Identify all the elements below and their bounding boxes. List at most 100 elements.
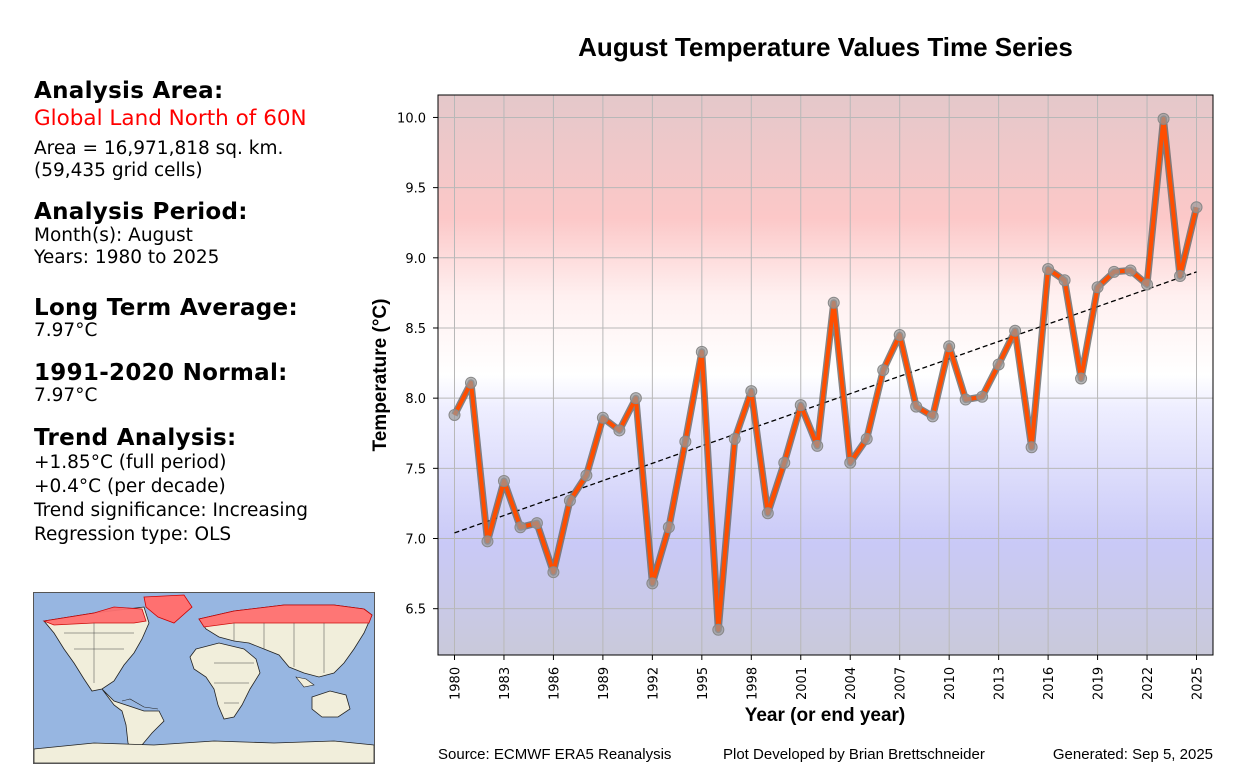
plot-frame	[437, 94, 1214, 656]
period-heading: Analysis Period:	[34, 199, 248, 225]
grid-cells: (59,435 grid cells)	[34, 160, 203, 181]
data-point	[926, 410, 939, 423]
data-point	[1025, 441, 1038, 454]
lta-value: 7.97°C	[34, 320, 98, 341]
data-point	[844, 456, 857, 469]
region-map	[33, 592, 375, 764]
normal-heading: 1991-2020 Normal:	[34, 360, 288, 386]
data-point	[761, 507, 774, 520]
x-tick-label: 2010	[943, 667, 958, 700]
data-point	[959, 393, 972, 406]
x-tick-label: 1992	[646, 667, 661, 700]
y-tick-label: 9.5	[405, 182, 426, 197]
data-point	[679, 435, 692, 448]
area-name: Global Land North of 60N	[34, 106, 307, 131]
area-heading: Analysis Area:	[34, 78, 224, 104]
data-point	[613, 424, 626, 437]
data-point	[497, 474, 510, 487]
data-point	[1058, 274, 1071, 287]
data-point	[1108, 265, 1121, 278]
data-point	[1009, 324, 1022, 337]
data-point	[943, 340, 956, 353]
data-point	[646, 577, 659, 590]
data-point	[580, 469, 593, 482]
y-axis-label: Temperature (°C)	[370, 299, 391, 452]
x-tick-label: 1998	[745, 667, 760, 700]
data-point	[1042, 263, 1055, 276]
data-point	[827, 296, 840, 309]
data-point	[530, 517, 543, 530]
data-point	[1174, 270, 1187, 283]
data-point	[794, 399, 807, 412]
x-tick-label: 2004	[844, 667, 859, 700]
data-point	[481, 535, 494, 548]
x-tick-label: 2001	[795, 667, 810, 700]
trend-decade: +0.4°C (per decade)	[34, 476, 226, 497]
x-tick-label: 2022	[1141, 667, 1156, 700]
data-point	[860, 432, 873, 445]
data-point	[877, 364, 890, 377]
footer-credit: Plot Developed by Brian Brettschneider	[723, 746, 985, 763]
data-point	[1075, 372, 1088, 385]
data-point	[448, 409, 461, 421]
x-tick-label: 2016	[1042, 667, 1057, 700]
y-axis: 6.5 7.0 7.5 8.0 8.5 9.0 9.5 10.0	[397, 111, 438, 618]
x-tick-label: 1980	[448, 667, 463, 700]
data-point	[811, 439, 824, 452]
series-group	[448, 112, 1203, 636]
data-point	[695, 345, 708, 358]
data-point	[893, 329, 906, 341]
y-tick-label: 10.0	[397, 111, 426, 126]
data-point	[778, 456, 791, 469]
data-point	[563, 494, 576, 507]
data-point	[712, 623, 725, 636]
y-tick-label: 8.0	[405, 392, 426, 407]
y-tick-label: 8.5	[405, 322, 426, 337]
data-point	[728, 432, 741, 445]
lta-heading: Long Term Average:	[34, 295, 298, 321]
y-tick-label: 9.0	[405, 252, 426, 267]
area-size: Area = 16,971,818 sq. km.	[34, 138, 284, 159]
trend-full: +1.85°C (full period)	[34, 452, 227, 473]
chart-title: August Temperature Values Time Series	[578, 32, 1073, 62]
trend-significance: Trend significance: Increasing	[34, 500, 308, 521]
trend-heading: Trend Analysis:	[34, 425, 237, 451]
x-tick-label: 1995	[696, 667, 711, 700]
x-tick-label: 2013	[993, 667, 1008, 700]
data-point	[1124, 264, 1137, 277]
data-point	[514, 521, 527, 534]
data-point	[976, 390, 989, 403]
footer-source: Source: ECMWF ERA5 Reanalysis	[438, 746, 672, 763]
data-point	[547, 566, 560, 579]
data-point	[1157, 112, 1170, 125]
data-point	[1190, 201, 1203, 214]
data-point	[662, 521, 675, 534]
x-axis-label: Year (or end year)	[745, 705, 906, 726]
grid-lines	[438, 95, 1213, 655]
y-tick-label: 7.5	[405, 462, 426, 477]
normal-value: 7.97°C	[34, 385, 98, 406]
x-axis: 1980 1983 1986 1989 1992 1995 1998 2001 2004 2007…	[448, 655, 1206, 700]
data-point	[1141, 278, 1154, 291]
data-point	[464, 376, 477, 389]
x-tick-label: 1986	[547, 667, 562, 700]
footer-generated: Generated: Sep 5, 2025	[1052, 746, 1213, 763]
data-point	[992, 358, 1005, 371]
y-tick-label: 7.0	[405, 533, 426, 548]
x-tick-label: 2025	[1191, 667, 1206, 700]
data-point	[629, 392, 642, 405]
x-tick-label: 2019	[1092, 667, 1107, 700]
series-line	[452, 116, 1199, 632]
world-map-icon	[34, 594, 374, 763]
months: Month(s): August	[34, 225, 193, 246]
x-tick-label: 1989	[597, 667, 612, 700]
y-tick-label: 6.5	[405, 603, 426, 618]
data-point	[1091, 281, 1104, 294]
x-tick-label: 1983	[498, 667, 513, 700]
data-point	[745, 385, 758, 398]
data-point	[596, 411, 609, 424]
data-point	[910, 400, 923, 413]
regression-type: Regression type: OLS	[34, 524, 232, 545]
years: Years: 1980 to 2025	[34, 247, 220, 268]
